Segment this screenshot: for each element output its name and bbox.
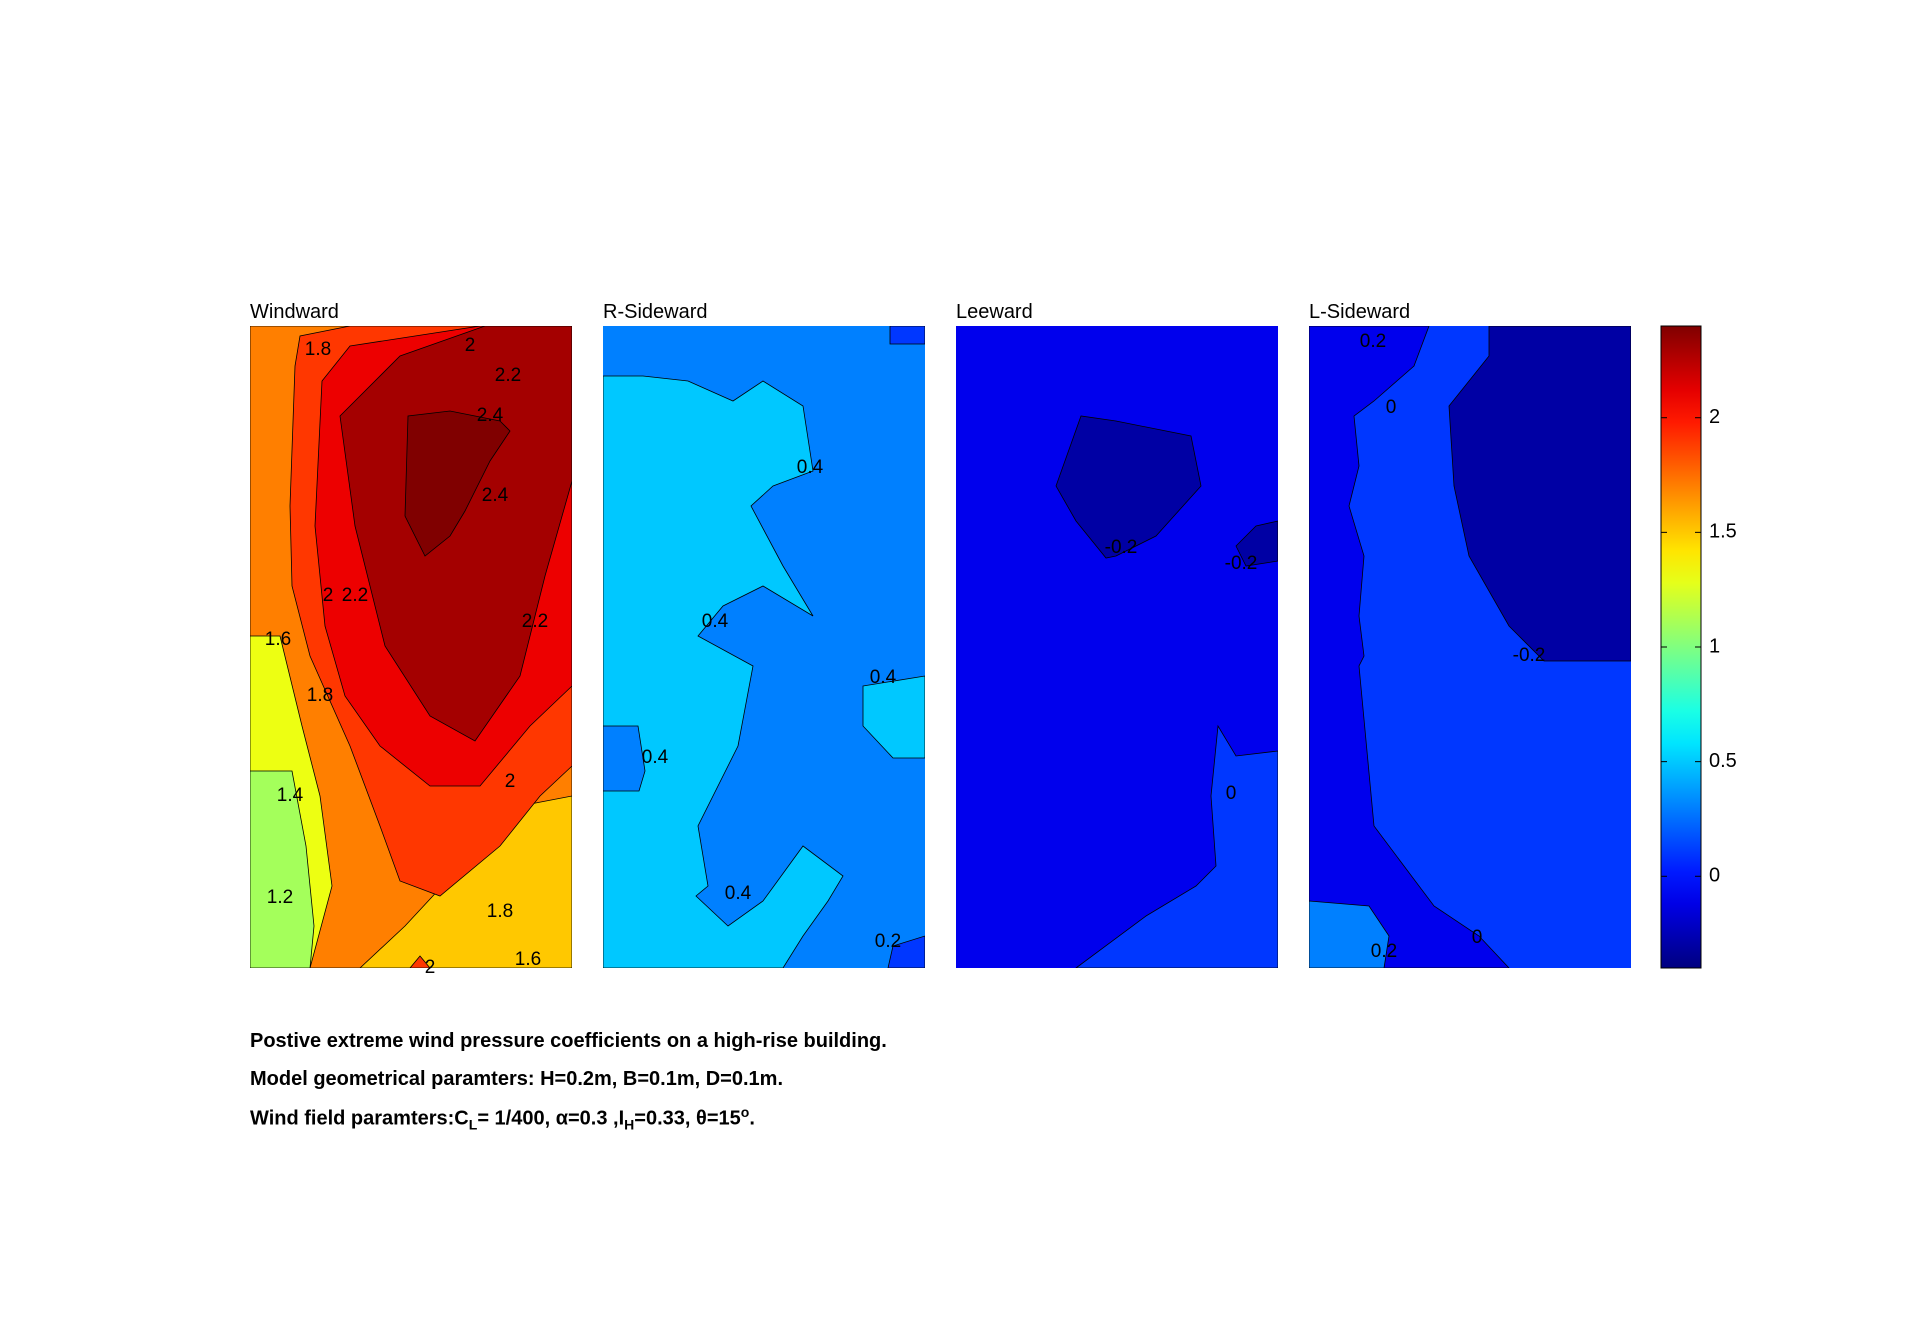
contour-fill-group — [250, 326, 572, 968]
contour-label: 1.8 — [307, 685, 333, 706]
contour-panel-1: 2 1.8 2.2 2.4 2.4 2 2.2 2.2 1.6 1.8 2 1.4 1.2 1.8 1.6 2… — [250, 301, 572, 978]
caption-line-3-part-c: =0.33, θ=15 — [634, 1107, 741, 1130]
contour-label: 0.4 — [642, 747, 669, 768]
contour-region — [250, 770, 315, 968]
contour-region — [404, 410, 511, 557]
colorbar-tick-label: 1 — [1709, 635, 1720, 657]
colorbar-gradient — [1660, 325, 1702, 969]
contour-region — [603, 725, 646, 792]
contour-label: 2 — [505, 771, 516, 792]
contour-region — [339, 326, 572, 742]
caption-line-3-part-d: . — [749, 1107, 755, 1130]
caption-line-2: Model geometrical paramters: H=0.2m, B=0… — [250, 1068, 783, 1090]
contour-label: 0.2 — [875, 931, 901, 952]
contour-label: 2.2 — [342, 585, 368, 606]
contour-label: 1.6 — [515, 949, 541, 970]
colorbar-tick-label: 0 — [1709, 865, 1720, 887]
contour-region — [603, 375, 844, 968]
contour-label: 0.2 — [1371, 941, 1397, 962]
contour-region — [889, 326, 925, 345]
contour-label: 0 — [1472, 927, 1483, 948]
contour-label: 1.8 — [487, 901, 513, 922]
colorbar-tick-label: 2 — [1709, 406, 1720, 428]
contour-panel-4: 0.2 0 -0.2 0.2 0 L-Sideward — [1309, 301, 1631, 968]
contour-label: 0.2 — [1360, 331, 1386, 352]
contour-label: 1.8 — [305, 339, 331, 360]
colorbar-tick-label: 0.5 — [1709, 750, 1737, 772]
contour-label: -0.2 — [1105, 537, 1138, 558]
contour-label: 1.4 — [277, 785, 304, 806]
contour-label: 2 — [465, 335, 476, 356]
contour-label: 2 — [323, 585, 334, 606]
contour-label: 1.6 — [265, 629, 291, 650]
contour-label: 2.2 — [495, 365, 521, 386]
caption-line-3-sub-l: L — [468, 1116, 478, 1133]
contour-label: 2.2 — [522, 611, 548, 632]
contour-panels: 2 1.8 2.2 2.4 2.4 2 2.2 2.2 1.6 1.8 2 1.4 1.2 1.8 1.6 2… — [250, 301, 1631, 978]
caption-line-3-sub-h: H — [624, 1116, 635, 1133]
colorbar: 0 0.5 1 1.5 2 — [1660, 325, 1737, 969]
contour-panel-2: 0.4 0.4 0.4 0.4 0.4 0.2 R-Sideward — [603, 301, 925, 968]
caption-line-1: Postive extreme wind pressure coefficien… — [250, 1030, 887, 1052]
contour-label: -0.2 — [1513, 645, 1546, 666]
caption-line-3-sup: o — [740, 1104, 750, 1120]
contour-label: 1.2 — [267, 887, 293, 908]
contour-label: 0.4 — [870, 667, 897, 688]
caption-line-3-part-b: = 1/400, α=0.3 ,I — [477, 1107, 625, 1130]
contour-label: -0.2 — [1225, 553, 1258, 574]
contour-label: 2.4 — [477, 405, 504, 426]
contour-label: 2 — [425, 957, 436, 978]
panel-title: Leeward — [956, 301, 1033, 323]
contour-fill-group — [603, 326, 925, 968]
contour-region — [1309, 900, 1390, 968]
contour-region — [1075, 724, 1278, 968]
contour-label: 0 — [1226, 783, 1237, 804]
contour-label: 0.4 — [725, 883, 752, 904]
contour-region — [1309, 326, 1510, 968]
contour-region — [862, 675, 925, 759]
panel-title: Windward — [250, 301, 339, 323]
panel-title: L-Sideward — [1309, 301, 1410, 323]
contour-region — [1055, 415, 1202, 559]
contour-region — [1235, 520, 1278, 567]
panel-title: R-Sideward — [603, 301, 707, 323]
contour-region — [409, 955, 431, 968]
contour-label: 0.4 — [702, 611, 729, 632]
caption-line-3: Wind field paramters:CL= 1/400, α=0.3 ,I… — [250, 1104, 755, 1133]
contour-label: 2.4 — [482, 485, 509, 506]
colorbar-tick-label: 1.5 — [1709, 521, 1737, 543]
caption-line-3-part-a: Wind field paramters:C — [250, 1107, 469, 1130]
contour-region — [1448, 326, 1631, 662]
contour-fill-group — [956, 326, 1278, 968]
contour-panel-3: -0.2 -0.2 0 Leeward — [956, 301, 1278, 968]
contour-label: 0 — [1386, 397, 1397, 418]
contour-label: 0.4 — [797, 457, 824, 478]
contour-fill-group — [1309, 326, 1631, 968]
contour-region — [887, 935, 925, 968]
